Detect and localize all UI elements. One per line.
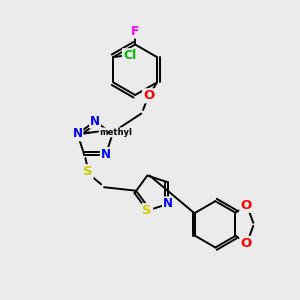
Text: N: N <box>73 128 82 140</box>
Text: O: O <box>240 237 251 250</box>
Text: S: S <box>83 165 93 178</box>
Text: N: N <box>163 197 173 210</box>
Text: Cl: Cl <box>123 49 136 62</box>
Text: O: O <box>143 89 154 102</box>
Text: N: N <box>101 148 111 161</box>
Text: F: F <box>131 25 140 38</box>
Text: N: N <box>90 115 100 128</box>
Text: O: O <box>240 199 251 212</box>
Text: S: S <box>142 204 152 217</box>
Text: methyl: methyl <box>99 128 132 137</box>
